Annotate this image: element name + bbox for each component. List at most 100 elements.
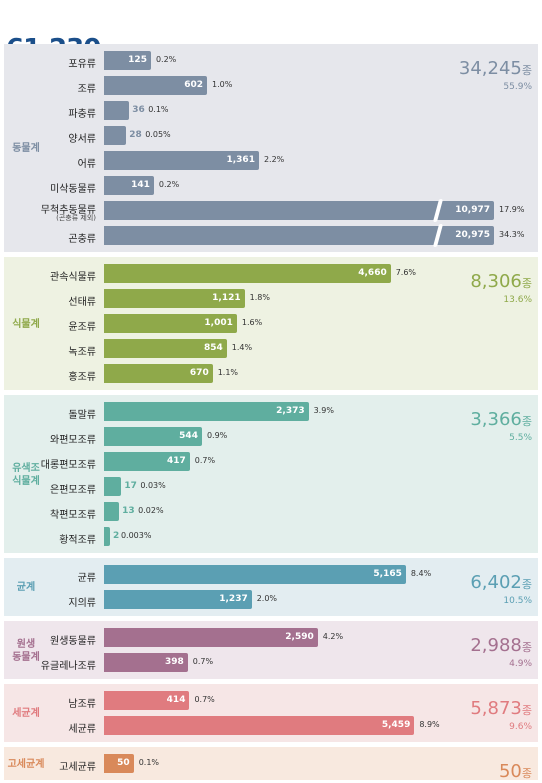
- category-label: 고세균류: [59, 761, 96, 773]
- bar: [104, 590, 252, 609]
- category-label: 지의류: [68, 597, 96, 609]
- category-label: 윤조류: [68, 321, 96, 333]
- share-label: 4.2%: [322, 631, 344, 641]
- value-label: 141: [131, 179, 150, 190]
- value-label: 854: [203, 342, 223, 353]
- bar: [104, 176, 154, 195]
- bar: [104, 314, 237, 333]
- group-total: 2,988종: [470, 635, 532, 656]
- group-total-value: 3,366: [470, 409, 522, 430]
- category-label: 녹조류: [68, 346, 96, 358]
- group-total: 34,245종: [459, 58, 532, 79]
- group-total: 8,306종: [470, 271, 532, 292]
- share-label: 0.003%: [120, 530, 152, 540]
- group-total-value: 6,402: [470, 572, 522, 593]
- value-label: 670: [189, 367, 209, 378]
- value-label: 17: [124, 480, 137, 491]
- group-label: 고세균계: [7, 758, 45, 770]
- category-label: 어류: [77, 158, 96, 170]
- bar: [104, 402, 309, 421]
- share-label: 1.8%: [249, 292, 270, 302]
- bar: [104, 754, 134, 773]
- bar: [104, 51, 151, 70]
- value-label: 125: [128, 54, 147, 65]
- group-total: 6,402종: [470, 572, 532, 593]
- value-label: 417: [166, 455, 186, 466]
- group-total: 50종: [499, 761, 532, 782]
- value-label: 20,975: [455, 229, 490, 240]
- group-label: 식물계: [12, 318, 40, 330]
- share-label: 0.7%: [192, 656, 214, 666]
- share-label: 17.9%: [499, 204, 525, 214]
- group-share: 13.6%: [503, 295, 532, 305]
- category-label: 포유류: [68, 58, 96, 70]
- group-total-unit: 종: [521, 415, 532, 428]
- group-label: 균계: [16, 582, 36, 593]
- share-label: 1.6%: [241, 317, 263, 327]
- share-label: 0.05%: [145, 129, 171, 139]
- share-label: 1.4%: [231, 342, 253, 352]
- value-label: 602: [184, 79, 204, 90]
- group-total-unit: 종: [521, 64, 532, 77]
- value-label: 10,977: [455, 204, 490, 215]
- group-total-unit: 종: [521, 578, 532, 591]
- category-note: (곤충류 제외): [56, 213, 96, 222]
- value-label: 5,165: [373, 568, 402, 579]
- share-label: 1.1%: [217, 367, 239, 377]
- bar: [104, 364, 213, 383]
- share-label: 1.0%: [212, 79, 233, 89]
- category-label: 와편모조류: [50, 434, 96, 446]
- value-label: 2,590: [285, 631, 314, 642]
- group-total-value: 50: [498, 761, 522, 782]
- value-label: 5,459: [381, 719, 411, 730]
- group-total-value: 34,245: [458, 58, 522, 79]
- share-label: 0.9%: [206, 430, 228, 440]
- value-label: 1,237: [219, 593, 248, 604]
- share-label: 7.6%: [395, 267, 417, 277]
- group-total-value: 2,988: [470, 635, 522, 656]
- bar: [104, 691, 190, 710]
- value-label: 2,373: [276, 405, 305, 416]
- group-panel: [4, 395, 538, 553]
- category-label: 미삭동물류: [50, 183, 96, 195]
- value-label: 544: [179, 430, 198, 441]
- bar: [104, 502, 120, 521]
- group-label: 세균계: [12, 708, 40, 719]
- bar: [104, 289, 245, 308]
- group-share: 10.5%: [503, 596, 532, 606]
- group-share: 55.9%: [503, 82, 532, 92]
- category-label: 유글레나조류: [40, 660, 96, 672]
- bar: [104, 452, 190, 471]
- share-label: 0.03%: [140, 480, 166, 490]
- category-label: 선태류: [68, 296, 96, 308]
- share-label: 0.1%: [138, 757, 160, 767]
- bar: [104, 201, 494, 220]
- bar: [104, 565, 406, 584]
- group-total-value: 5,873: [470, 698, 522, 719]
- share-label: 2.0%: [256, 593, 278, 603]
- value-label: 36: [132, 104, 145, 115]
- group-share: 5.5%: [509, 433, 532, 443]
- value-label: 398: [165, 656, 184, 667]
- category-label: 돌말류: [68, 409, 96, 421]
- bar: [104, 339, 227, 358]
- bar: [104, 76, 208, 95]
- group-total: 3,366종: [470, 409, 532, 430]
- value-label: 2: [112, 530, 120, 541]
- value-label: 1,361: [226, 154, 255, 165]
- value-label: 50: [117, 757, 130, 768]
- group-label: 유색조 식물계: [12, 463, 40, 487]
- category-label: 관속식물류: [50, 271, 96, 283]
- category-label: 세균류: [68, 723, 96, 735]
- share-label: 0.7%: [194, 455, 216, 465]
- share-label: 8.4%: [410, 568, 432, 578]
- share-label: 0.2%: [155, 54, 177, 64]
- bar: [104, 477, 122, 496]
- bar: [104, 527, 110, 546]
- share-label: 0.7%: [194, 694, 215, 704]
- share-label: 0.02%: [138, 505, 164, 515]
- bar: [104, 653, 188, 672]
- value-label: 13: [122, 505, 135, 516]
- bar: [104, 126, 127, 145]
